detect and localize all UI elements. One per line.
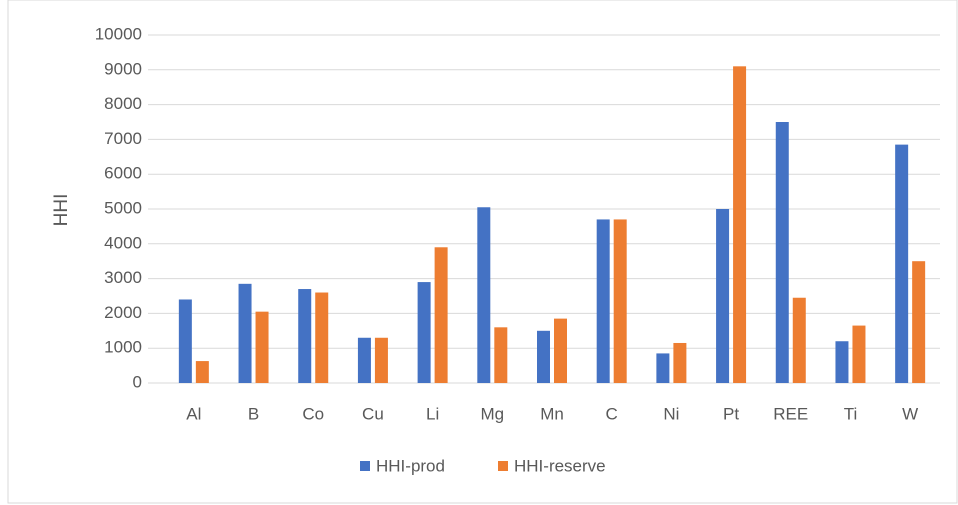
- legend-label: HHI-reserve: [514, 456, 606, 475]
- bar: [315, 292, 329, 383]
- y-tick-label: 2000: [104, 303, 142, 322]
- x-tick-label: C: [606, 404, 618, 423]
- x-tick-label: B: [248, 404, 259, 423]
- x-tick-label: Al: [186, 404, 201, 423]
- x-tick-label: Li: [426, 404, 439, 423]
- bar: [417, 282, 431, 383]
- x-tick-label: Co: [302, 404, 324, 423]
- bar: [912, 261, 926, 383]
- legend-label: HHI-prod: [376, 456, 445, 475]
- bar: [255, 311, 269, 383]
- y-tick-label: 6000: [104, 164, 142, 183]
- x-tick-label: Mg: [480, 404, 504, 423]
- y-tick-label: 10000: [95, 24, 142, 43]
- bar: [298, 289, 312, 383]
- bar: [673, 342, 687, 383]
- bar: [792, 297, 806, 383]
- x-tick-label: REE: [773, 404, 808, 423]
- legend-swatch: [360, 461, 370, 471]
- bar: [656, 353, 670, 383]
- x-tick-label: Cu: [362, 404, 384, 423]
- y-tick-label: 5000: [104, 198, 142, 217]
- y-tick-label: 1000: [104, 338, 142, 357]
- bar: [716, 209, 730, 383]
- bar: [537, 330, 550, 383]
- y-tick-label: 9000: [104, 59, 142, 78]
- y-tick-label: 7000: [104, 129, 142, 148]
- y-tick-label: 0: [133, 372, 142, 391]
- bar: [477, 207, 491, 383]
- bar: [596, 219, 610, 383]
- bar: [195, 361, 209, 383]
- y-tick-label: 4000: [104, 233, 142, 252]
- bar: [852, 325, 866, 383]
- x-tick-label: Pt: [723, 404, 739, 423]
- bar: [775, 122, 789, 383]
- bar: [178, 299, 192, 383]
- bar: [554, 318, 567, 383]
- legend-swatch: [498, 461, 508, 471]
- bar: [733, 66, 747, 383]
- x-tick-label: W: [902, 404, 918, 423]
- bar: [357, 337, 371, 383]
- bar: [613, 219, 627, 383]
- y-tick-label: 3000: [104, 268, 142, 287]
- bar: [895, 144, 909, 383]
- bar: [238, 283, 252, 383]
- x-tick-label: Ti: [844, 404, 858, 423]
- bar: [374, 337, 388, 383]
- bar: [835, 341, 849, 383]
- bar: [494, 327, 508, 383]
- y-axis-label: HHI: [51, 194, 72, 227]
- x-tick-label: Ni: [663, 404, 679, 423]
- bar: [434, 247, 448, 383]
- y-tick-label: 8000: [104, 94, 142, 113]
- x-tick-label: Mn: [540, 404, 564, 423]
